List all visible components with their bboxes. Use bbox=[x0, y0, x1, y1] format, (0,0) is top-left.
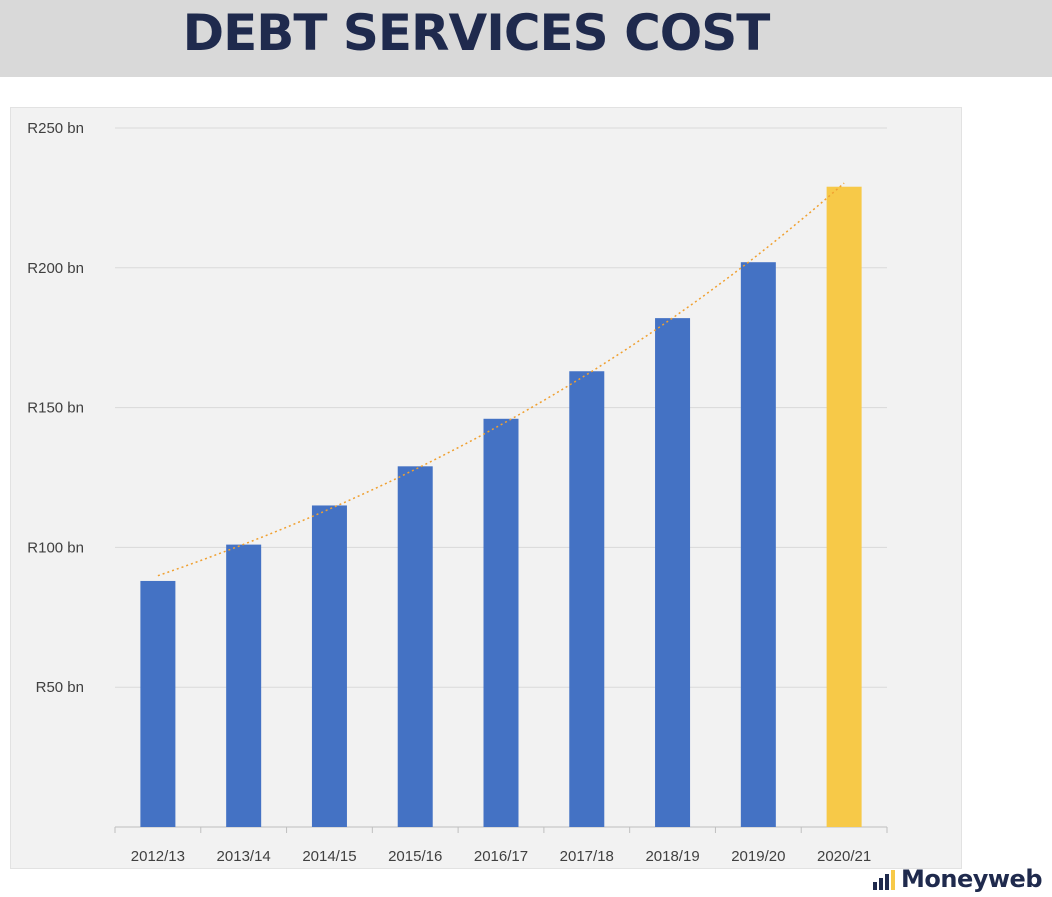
x-tick-label: 2015/16 bbox=[388, 848, 442, 865]
bar-chart-logo-icon bbox=[872, 870, 895, 890]
x-tick-label: 2019/20 bbox=[731, 848, 785, 865]
bar bbox=[826, 186, 862, 827]
bar bbox=[397, 466, 433, 827]
x-tick-label: 2018/19 bbox=[645, 848, 699, 865]
x-tick-label: 2013/14 bbox=[217, 848, 271, 865]
bar bbox=[740, 262, 776, 827]
bar bbox=[483, 418, 519, 827]
y-tick-label: R250 bn bbox=[27, 120, 84, 137]
x-tick-label: 2016/17 bbox=[474, 848, 528, 865]
y-tick-label: R50 bn bbox=[36, 679, 84, 696]
brand: Moneyweb bbox=[872, 862, 1043, 896]
bar bbox=[569, 371, 605, 827]
x-tick-label: 2012/13 bbox=[131, 848, 185, 865]
chart-panel: R50 bn R100 bn R150 bn R200 bn R250 bn 2012/1… bbox=[10, 107, 962, 869]
y-tick-label: R200 bn bbox=[27, 260, 84, 277]
x-tick-label: 2017/18 bbox=[560, 848, 614, 865]
page-title: DEBT SERVICES COST bbox=[182, 4, 771, 62]
bar bbox=[140, 580, 176, 827]
trendline bbox=[157, 182, 845, 577]
y-tick-label: R100 bn bbox=[27, 539, 84, 556]
brand-name: Moneyweb bbox=[900, 865, 1043, 893]
bar bbox=[655, 318, 691, 827]
x-tick-label: 2020/21 bbox=[817, 848, 871, 865]
bar bbox=[311, 505, 347, 827]
bar-chart: R50 bn R100 bn R150 bn R200 bn R250 bn 2012/1… bbox=[27, 120, 888, 865]
x-tick-label: 2014/15 bbox=[302, 848, 356, 865]
y-tick-label: R150 bn bbox=[27, 400, 84, 417]
header-band: DEBT SERVICES COST bbox=[0, 0, 1052, 77]
bar bbox=[226, 544, 262, 827]
